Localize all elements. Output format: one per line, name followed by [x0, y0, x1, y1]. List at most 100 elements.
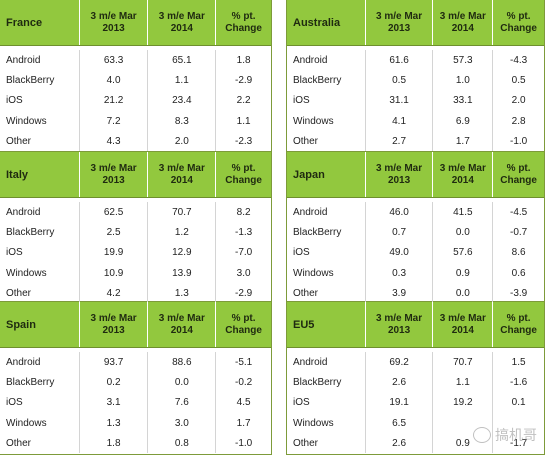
os-name: Windows [6, 267, 47, 279]
region-title: Italy [6, 168, 29, 181]
value-change: 2.0 [492, 90, 544, 111]
value-v2013: 3.1 [78, 392, 148, 413]
os-name: Android [6, 206, 41, 218]
value-v2013: 6.5 [364, 412, 433, 434]
os-name: Android [293, 54, 328, 66]
value-v2013: 62.5 [78, 202, 148, 223]
value-v2014: 57.6 [432, 242, 492, 263]
header-2014: 3 m/e Mar 2014 [432, 302, 492, 347]
region-title: Japan [293, 168, 325, 181]
value-v2013: 19.1 [364, 392, 433, 413]
header-2013: 3 m/e Mar 2013 [364, 302, 433, 347]
value-change: -2.9 [215, 283, 271, 304]
region-table-spain: Spain 3 m/e Mar 2013 3 m/e Mar 2014% pt. C… [0, 302, 272, 455]
value-v2013: 1.8 [78, 433, 148, 454]
value-change: 1.8 [215, 50, 271, 71]
region-table-australia: Australia 3 m/e Mar 2013 3 m/e Mar 2014% p… [286, 0, 545, 152]
os-name: iOS [293, 247, 310, 259]
value-v2013: 3.9 [364, 283, 433, 304]
header-change: % pt. Change [215, 0, 271, 45]
header-change: % pt. Change [492, 302, 544, 347]
value-v2013: 4.2 [78, 283, 148, 304]
value-v2014: 0.0 [432, 222, 492, 243]
header-2014: 3 m/e Mar 2014 [432, 152, 492, 197]
os-name: Android [6, 356, 41, 368]
value-v2014: 3.0 [147, 412, 215, 434]
value-v2013: 10.9 [78, 262, 148, 284]
os-name: Other [6, 287, 32, 299]
header-2013: 3 m/e Mar 2013 [78, 0, 148, 45]
value-v2014: 8.3 [147, 110, 215, 132]
value-change: -3.9 [492, 283, 544, 304]
os-name: Other [293, 287, 319, 299]
value-change: 0.6 [492, 262, 544, 284]
value-v2014: 0.8 [147, 433, 215, 454]
table-row: iOS 21.2 23.4 2.2 [0, 90, 271, 111]
value-v2013: 0.7 [364, 222, 433, 243]
value-v2014: 1.7 [432, 131, 492, 152]
value-v2014: 6.9 [432, 110, 492, 132]
table-row: Android 61.6 57.3 -4.3 [287, 50, 544, 71]
value-change: -1.6 [492, 372, 544, 393]
value-v2013: 1.3 [78, 412, 148, 434]
header-2013: 3 m/e Mar 2013 [364, 0, 433, 45]
value-change: -0.7 [492, 222, 544, 243]
region-title: France [6, 16, 43, 29]
table-row: Windows 6.5 [287, 412, 544, 434]
value-change: 2.2 [215, 90, 271, 111]
region-table-eu5: EU5 3 m/e Mar 2013 3 m/e Mar 2014% pt. Cha… [286, 302, 545, 455]
value-v2014: 7.6 [147, 392, 215, 413]
value-change: 4.5 [215, 392, 271, 413]
table-row: BlackBerry 2.5 1.2 -1.3 [0, 222, 271, 243]
value-v2013: 21.2 [78, 90, 148, 111]
table-row: Android 62.5 70.7 8.2 [0, 202, 271, 223]
header-2014: 3 m/e Mar 2014 [147, 152, 215, 197]
region-table-france: France 3 m/e Mar 2013 3 m/e Mar 2014% pt. … [0, 0, 272, 152]
region-table-italy: Italy 3 m/e Mar 2013 3 m/e Mar 2014% pt. C… [0, 152, 272, 304]
value-change: -5.1 [215, 352, 271, 373]
value-change: 8.2 [215, 202, 271, 223]
os-name: Windows [293, 267, 334, 279]
table-row: Windows 10.9 13.9 3.0 [0, 262, 271, 284]
value-v2013: 93.7 [78, 352, 148, 373]
value-change: -1.0 [492, 131, 544, 152]
value-change: -0.2 [215, 372, 271, 393]
value-change: 1.7 [215, 412, 271, 434]
value-change: -4.3 [492, 50, 544, 71]
value-v2013: 63.3 [78, 50, 148, 71]
os-name: Windows [6, 417, 47, 429]
value-v2014: 13.9 [147, 262, 215, 284]
os-name: Android [293, 206, 328, 218]
header-change: % pt. Change [215, 152, 271, 197]
os-name: BlackBerry [6, 376, 55, 388]
table-header: Spain 3 m/e Mar 2013 3 m/e Mar 2014% pt. C… [0, 302, 271, 348]
value-v2014: 1.2 [147, 222, 215, 243]
value-change: -1.3 [215, 222, 271, 243]
os-name: Windows [6, 115, 47, 127]
table-row: Other 4.2 1.3 -2.9 [0, 283, 271, 304]
os-name: BlackBerry [293, 376, 342, 388]
os-name: Windows [293, 417, 334, 429]
value-v2014: 2.0 [147, 131, 215, 152]
value-v2014: 23.4 [147, 90, 215, 111]
os-name: iOS [6, 95, 23, 107]
table-row: Windows 7.2 8.3 1.1 [0, 110, 271, 132]
table-row: Other 4.3 2.0 -2.3 [0, 131, 271, 152]
table-row: iOS 19.1 19.2 0.1 [287, 392, 544, 413]
value-v2013: 61.6 [364, 50, 433, 71]
os-name: Other [6, 135, 32, 147]
value-v2014: 70.7 [147, 202, 215, 223]
os-name: Android [6, 54, 41, 66]
value-change: 2.8 [492, 110, 544, 132]
table-row: Other 1.8 0.8 -1.0 [0, 433, 271, 454]
value-v2014: 88.6 [147, 352, 215, 373]
table-row: BlackBerry 4.0 1.1 -2.9 [0, 70, 271, 91]
header-2013: 3 m/e Mar 2013 [78, 302, 148, 347]
value-change [492, 412, 544, 434]
region-title: Australia [293, 16, 341, 29]
table-row: Android 63.3 65.1 1.8 [0, 50, 271, 71]
os-name: BlackBerry [293, 226, 342, 238]
value-change: -1.7 [492, 433, 544, 454]
value-v2014: 0.9 [432, 433, 492, 454]
